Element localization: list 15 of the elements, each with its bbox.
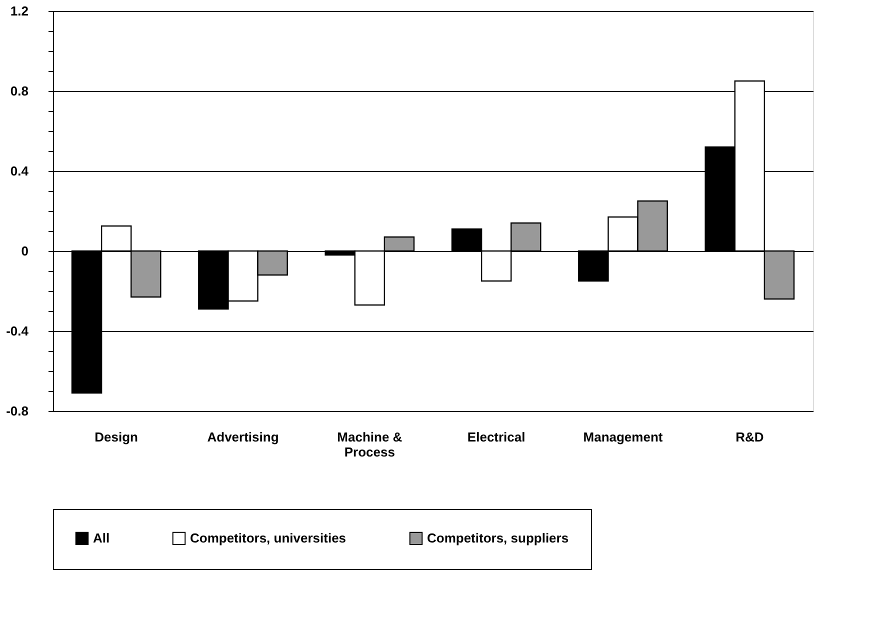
- legend-label: Competitors, universities: [190, 530, 346, 546]
- x-tick-label: R&D: [736, 430, 764, 444]
- x-tick-label: Machine & Process: [337, 430, 402, 460]
- y-tick-label: 0.4: [10, 164, 30, 178]
- y-tick-label: 0.8: [10, 84, 28, 98]
- legend-label: Competitors, suppliers: [427, 530, 569, 546]
- y-tick-label: 0: [21, 244, 28, 258]
- legend-label: All: [93, 530, 110, 546]
- y-tick-label: -0.4: [6, 324, 30, 338]
- x-tick-label: Advertising: [207, 430, 279, 444]
- x-tick-label: Management: [583, 430, 664, 444]
- y-tick-label: -0.8: [6, 404, 28, 418]
- x-tick-label: Electrical: [467, 430, 526, 444]
- x-tick-label: Design: [94, 430, 138, 444]
- y-tick-label: 1.2: [10, 4, 28, 18]
